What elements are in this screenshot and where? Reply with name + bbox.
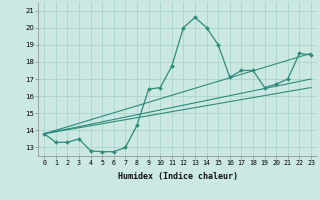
- X-axis label: Humidex (Indice chaleur): Humidex (Indice chaleur): [118, 172, 238, 181]
